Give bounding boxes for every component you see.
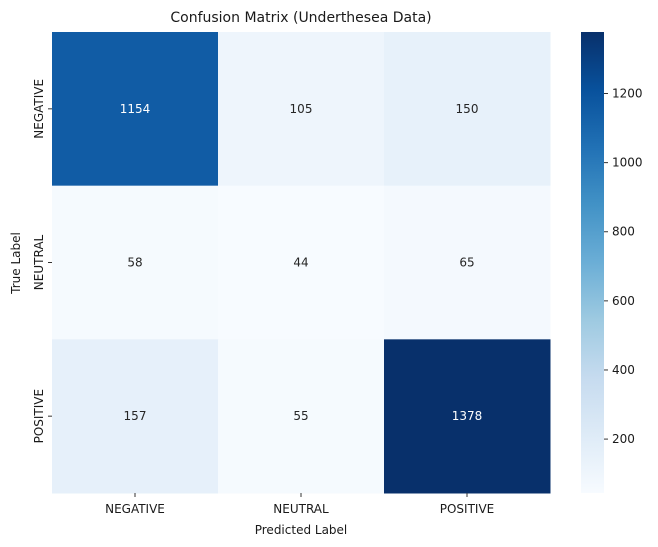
- colorbar-tick-label: 800: [612, 225, 635, 239]
- cell-value-label: 1154: [120, 102, 151, 116]
- colorbar-ticks: 200 400 600 800 1000 1200: [604, 87, 643, 446]
- chart-title: Confusion Matrix (Underthesea Data): [170, 10, 431, 26]
- heatmap-cell: [384, 185, 551, 340]
- x-tick-label: POSITIVE: [440, 502, 495, 516]
- y-tick-label: NEGATIVE: [32, 79, 46, 139]
- colorbar-tick-label: 600: [612, 294, 635, 308]
- colorbar-tick-label: 1200: [612, 87, 643, 101]
- y-tick-label: NEUTRAL: [32, 234, 46, 290]
- x-tick-label: NEGATIVE: [105, 502, 165, 516]
- heatmap-cell: [218, 32, 385, 187]
- cell-value-label: 157: [124, 409, 147, 423]
- cell-value-label: 44: [293, 256, 308, 270]
- heatmap-cell: [384, 32, 551, 187]
- cell-value-label: 58: [127, 256, 142, 270]
- heatmap-cell: [218, 185, 385, 340]
- cell-value-label: 55: [293, 409, 308, 423]
- heatmap-cell: [384, 339, 551, 494]
- colorbar-tick-label: 1000: [612, 156, 643, 170]
- colorbar-tick-label: 400: [612, 363, 635, 377]
- x-axis-label: Predicted Label: [255, 523, 348, 537]
- cell-value-label: 105: [290, 102, 313, 116]
- x-tick-label: NEUTRAL: [273, 502, 329, 516]
- colorbar-tick-label: 200: [612, 432, 635, 446]
- heatmap-cell: [52, 32, 219, 187]
- y-tick-label: POSITIVE: [32, 389, 46, 444]
- heatmap-cells: 1154 105 150 58 44 65 157 55 1378: [52, 32, 551, 494]
- cell-value-label: 150: [456, 102, 479, 116]
- cell-value-label: 65: [459, 256, 474, 270]
- y-axis-ticks: NEGATIVE NEUTRAL POSITIVE: [32, 79, 52, 443]
- heatmap-cell: [218, 339, 385, 494]
- y-axis-label: True Label: [9, 232, 23, 295]
- colorbar: [581, 32, 604, 493]
- x-axis-ticks: NEGATIVE NEUTRAL POSITIVE: [105, 493, 494, 516]
- heatmap-cell: [52, 339, 219, 494]
- cell-value-label: 1378: [452, 409, 483, 423]
- heatmap-cell: [52, 185, 219, 340]
